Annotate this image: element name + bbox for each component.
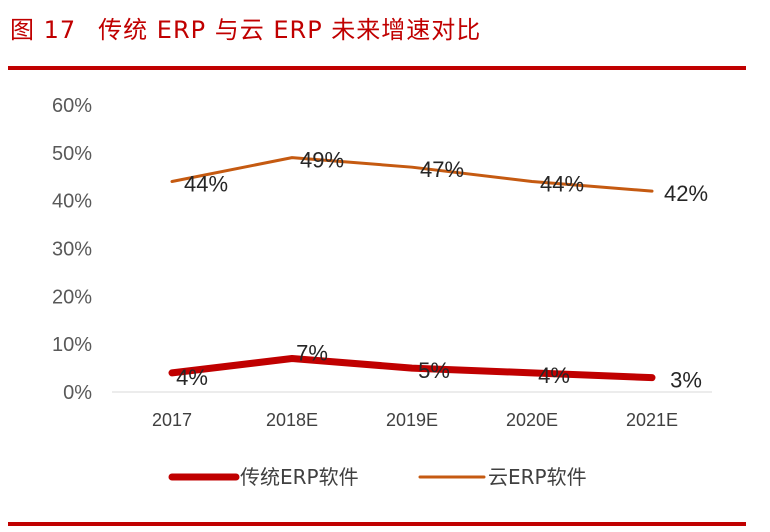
- legend: 传统ERP软件 云ERP软件: [168, 465, 587, 489]
- x-tick-label: 2020E: [506, 410, 558, 430]
- y-tick-label: 40%: [52, 191, 92, 213]
- x-tick-label: 2017: [152, 410, 192, 430]
- data-label: 5%: [418, 358, 450, 383]
- series-line-1: [168, 355, 656, 382]
- x-tick-label: 2021E: [626, 410, 678, 430]
- data-label: 3%: [670, 368, 702, 393]
- data-label: 44%: [184, 172, 228, 197]
- y-tick-label: 50%: [52, 143, 92, 165]
- x-tick-label: 2019E: [386, 410, 438, 430]
- data-label: 49%: [300, 148, 344, 173]
- data-label: 4%: [538, 363, 570, 388]
- legend-label: 传统ERP软件: [240, 465, 359, 489]
- y-tick-label: 30%: [52, 239, 92, 261]
- bottom-rule: [8, 522, 746, 526]
- series-line-2: [170, 156, 654, 193]
- y-tick-label: 20%: [52, 286, 92, 308]
- series-group: [168, 156, 656, 382]
- y-axis-ticks: 0% 10% 20% 30% 40% 50% 60%: [52, 95, 92, 404]
- top-rule: [8, 66, 746, 70]
- data-labels: 4% 7% 5% 4% 3% 44% 49% 47% 44% 42%: [176, 148, 708, 393]
- legend-label: 云ERP软件: [488, 465, 587, 489]
- figure-number: 图 17: [10, 16, 77, 44]
- x-axis-ticks: 2017 2018E 2019E 2020E 2021E: [152, 410, 678, 430]
- data-label: 7%: [296, 341, 328, 366]
- y-tick-label: 10%: [52, 334, 92, 356]
- x-tick-label: 2018E: [266, 410, 318, 430]
- y-tick-label: 60%: [52, 95, 92, 117]
- data-label: 47%: [420, 157, 464, 182]
- figure-title: 图 17 传统 ERP 与云 ERP 未来增速对比: [10, 10, 481, 45]
- figure-title-text: 传统 ERP 与云 ERP 未来增速对比: [98, 16, 482, 44]
- data-label: 42%: [664, 181, 708, 206]
- data-label: 44%: [540, 172, 584, 197]
- data-label: 4%: [176, 365, 208, 390]
- y-tick-label: 0%: [63, 382, 92, 404]
